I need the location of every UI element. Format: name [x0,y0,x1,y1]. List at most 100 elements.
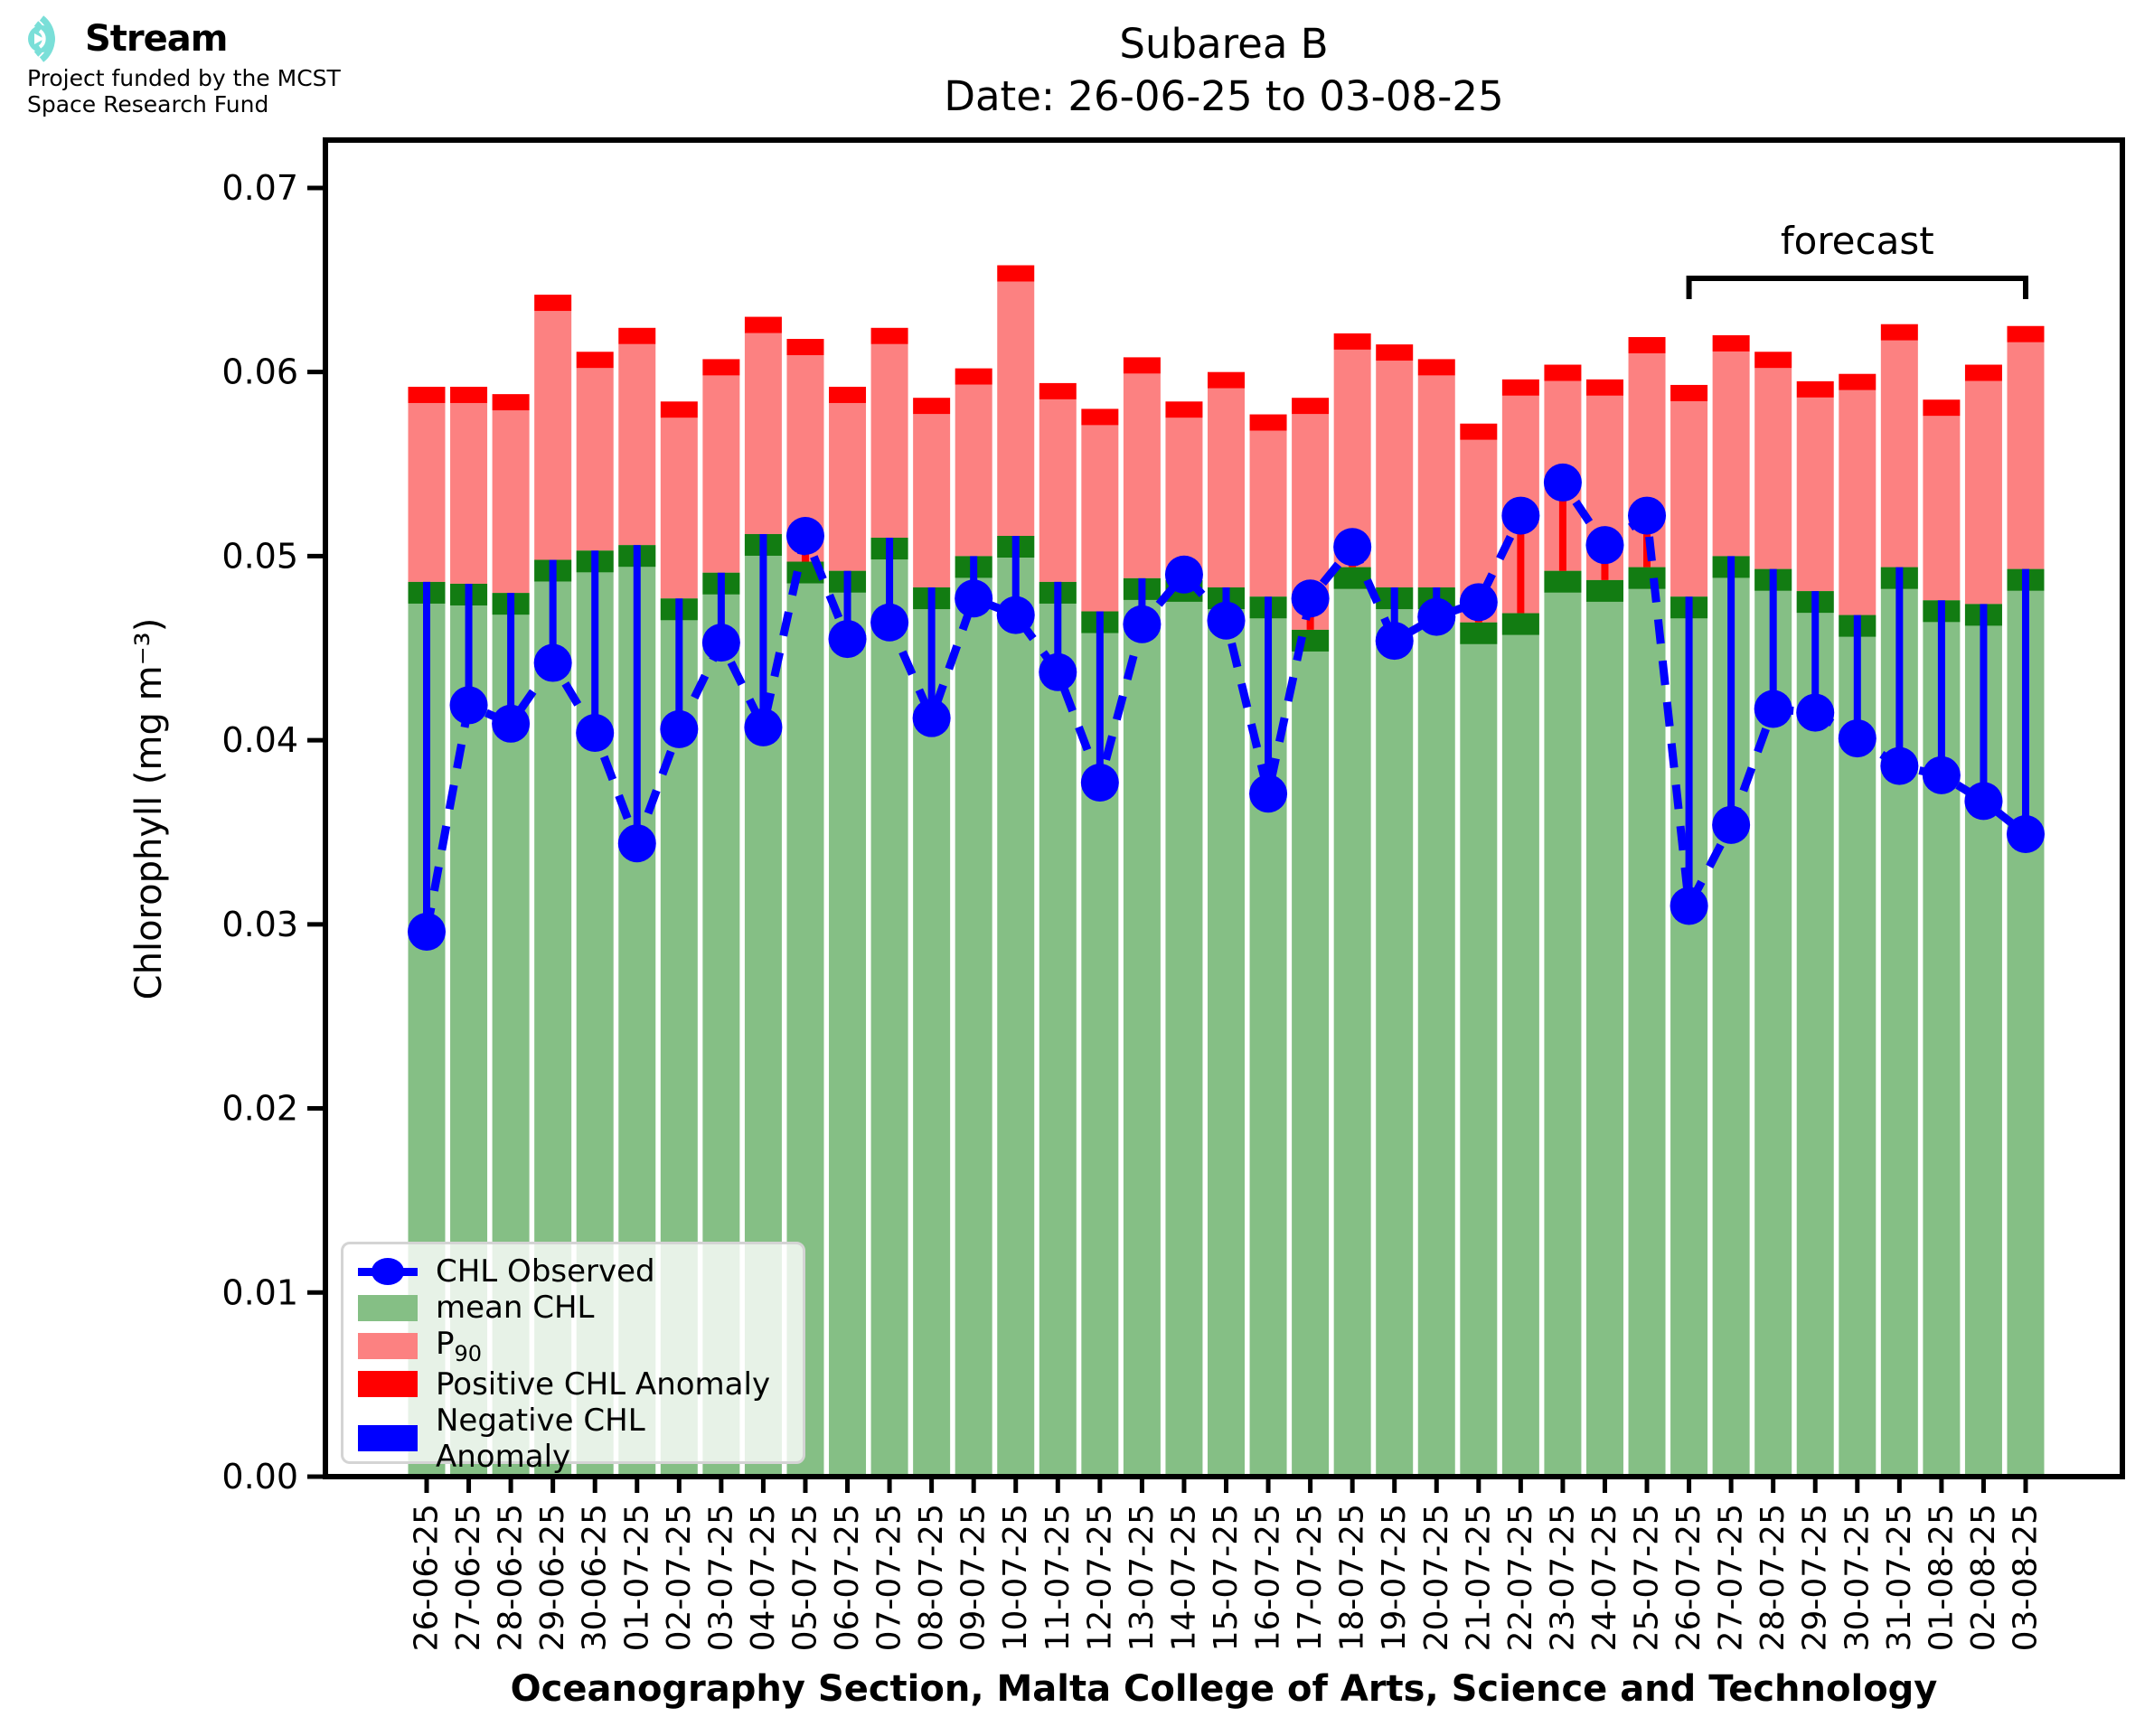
chart-title-line2: Date: 26-06-25 to 03-08-25 [944,72,1504,120]
chart-legend: CHL Observed mean CHL P90 Positive CHL A… [341,1242,805,1475]
legend-label: mean CHL [436,1290,595,1326]
p90-bar [1712,351,1750,557]
mean-chl-bar [1460,622,1498,1477]
observed-dot [533,643,572,682]
observed-dot [1207,601,1246,640]
p90-cap [1081,408,1119,426]
p90-bar [1039,399,1077,582]
p90-cap [1208,371,1245,389]
x-tick-label: 07-07-25 [871,1504,908,1651]
mean-chl-bar [1544,570,1582,1477]
x-tick-label: 30-07-25 [1839,1504,1876,1651]
x-tick-label: 06-07-25 [829,1504,866,1651]
p90-bar [1670,400,1708,597]
x-tick-label: 11-07-25 [1039,1504,1077,1651]
y-axis-label: Chlorophyll (mg m⁻³) [128,617,170,1000]
x-tick-label: 29-06-25 [534,1504,571,1651]
observed-dot [1922,755,1961,794]
x-tick-label: 28-07-25 [1754,1504,1792,1651]
p90-bar [829,402,867,571]
mean-chl-bar [955,556,992,1477]
p90-cap [618,327,656,344]
x-axis-label: Oceanography Section, Malta College of A… [510,1668,1938,1710]
mean-chl-bar [1585,579,1623,1477]
x-tick-label: 09-07-25 [955,1504,992,1651]
observed-dot [1417,597,1456,636]
observed-dot [1291,579,1330,618]
p90-cap [534,295,572,312]
mean-chl-bar [997,535,1035,1477]
y-tick-label: 0.01 [221,1272,298,1312]
p90-cap [576,352,614,369]
legend-label: CHL Observed [436,1253,655,1290]
observed-dot [617,824,656,863]
p90-bar [1839,389,1877,615]
x-tick-label: 18-07-25 [1334,1504,1371,1651]
x-tick-label: 03-08-25 [2008,1504,2045,1651]
observed-dot [1501,496,1540,535]
chl-observed-marker-icon [358,1258,418,1285]
observed-dot [1333,528,1372,567]
x-tick-label: 10-07-25 [997,1504,1034,1651]
y-tick-label: 0.07 [221,168,298,208]
p90-cap [870,327,908,344]
observed-dot [701,624,740,662]
p90-cap [1585,379,1623,396]
p90-cap [492,394,530,411]
p90-cap [829,386,867,403]
p90-cap [1796,380,1834,398]
observed-dot [449,686,488,725]
legend-label: P90 [436,1326,483,1366]
observed-dot [1080,763,1119,802]
observed-dot [1543,463,1582,502]
x-tick-label: 14-07-25 [1165,1504,1202,1651]
p90-cap [955,368,992,385]
p90-cap [1880,324,1918,341]
p90-cap [1754,352,1792,369]
p90-bar [618,343,656,546]
p90-bar [492,410,530,594]
x-tick-label: 22-07-25 [1502,1504,1539,1651]
p90-bar [1880,340,1918,568]
p90-bar [660,418,698,599]
mean-chl-cap [1628,567,1666,589]
p90-cap [1670,384,1708,401]
mean-chl-bar [1796,591,1834,1477]
mean-chl-bar [870,538,908,1477]
observed-dot [492,704,531,743]
legend-label: Positive CHL Anomaly [436,1365,771,1403]
p90-cap [702,359,740,376]
x-tick-label: 26-06-25 [409,1504,446,1651]
legend-item-p90: P90 [358,1326,788,1366]
p90-bar [1754,368,1792,569]
p90-bar [1123,373,1161,578]
p90-cap [1923,399,1961,417]
negative-anomaly-swatch-icon [358,1425,418,1452]
observed-dot [1670,887,1708,925]
x-tick-label: 12-07-25 [1081,1504,1118,1651]
observed-dot [744,708,783,746]
observed-dot [1375,622,1414,661]
x-tick-label: 13-07-25 [1124,1504,1161,1651]
x-tick-label: 24-07-25 [1586,1504,1623,1651]
x-tick-label: 01-08-25 [1923,1504,1960,1651]
mean-chl-bar [1333,567,1371,1477]
mean-chl-bar [1208,587,1245,1477]
mean-chl-cap [1585,579,1623,602]
x-tick-label: 02-08-25 [1965,1504,2002,1651]
observed-dot [955,579,993,618]
x-tick-label: 03-07-25 [702,1504,739,1651]
stream-logo: Stream Project funded by the MCST Space … [27,14,341,117]
mean-chl-bar [1292,629,1330,1477]
mean-chl-bar [1039,581,1077,1477]
legend-item-negative-anomaly: Negative CHL Anomaly [358,1403,788,1475]
x-tick-label: 15-07-25 [1208,1504,1245,1651]
p90-bar [1249,430,1287,597]
mean-chl-bar [829,570,867,1477]
p90-cap [1249,414,1287,431]
p90-bar [1964,380,2002,605]
p90-cap [1501,379,1539,396]
p90-bar [1081,425,1119,612]
